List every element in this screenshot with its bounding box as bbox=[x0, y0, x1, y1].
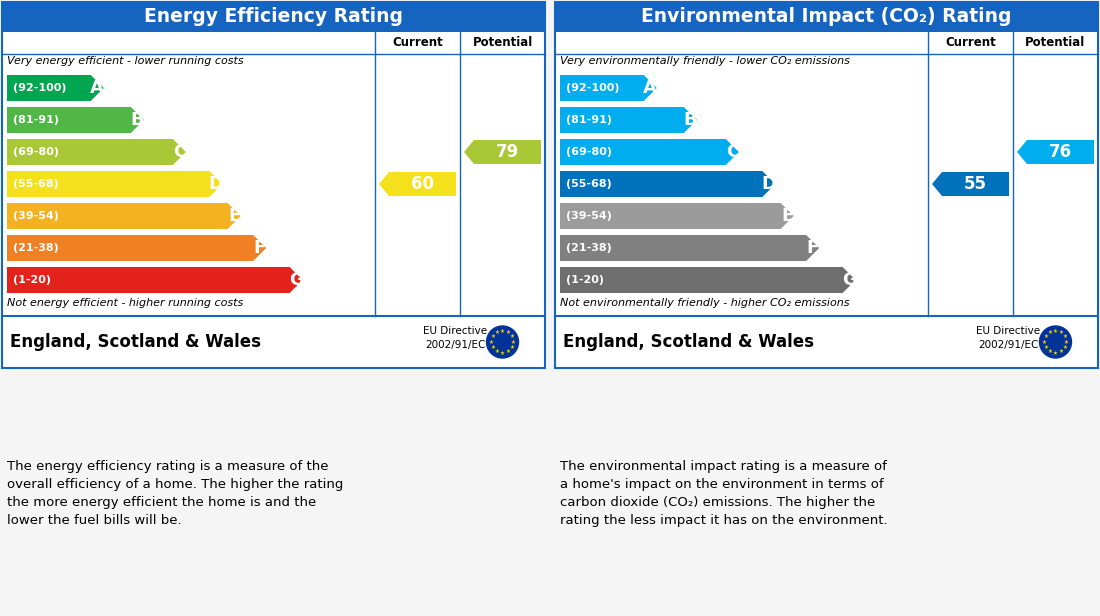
Text: 79: 79 bbox=[496, 143, 519, 161]
Bar bbox=[2, 2, 544, 368]
Polygon shape bbox=[379, 172, 456, 196]
Text: ★: ★ bbox=[509, 345, 515, 350]
Text: ★: ★ bbox=[509, 334, 515, 339]
Text: Energy Efficiency Rating: Energy Efficiency Rating bbox=[144, 7, 403, 26]
Text: Potential: Potential bbox=[472, 36, 532, 49]
Circle shape bbox=[486, 326, 518, 358]
Text: ★: ★ bbox=[1063, 334, 1067, 339]
Text: G: G bbox=[842, 271, 857, 289]
Text: ★: ★ bbox=[1053, 328, 1058, 333]
Text: Environmental Impact (CO₂) Rating: Environmental Impact (CO₂) Rating bbox=[641, 7, 1012, 26]
Polygon shape bbox=[7, 267, 303, 293]
Text: Potential: Potential bbox=[1025, 36, 1086, 49]
Text: ★: ★ bbox=[1047, 330, 1053, 335]
Text: (1-20): (1-20) bbox=[566, 275, 604, 285]
Text: ★: ★ bbox=[506, 330, 510, 335]
Text: ★: ★ bbox=[1063, 345, 1067, 350]
Text: (55-68): (55-68) bbox=[13, 179, 58, 189]
Text: F: F bbox=[253, 239, 266, 257]
Text: D: D bbox=[208, 175, 223, 193]
Text: ★: ★ bbox=[1058, 330, 1064, 335]
Text: (21-38): (21-38) bbox=[566, 243, 612, 253]
Text: 76: 76 bbox=[1049, 143, 1072, 161]
Text: ★: ★ bbox=[500, 351, 505, 355]
Text: D: D bbox=[761, 175, 777, 193]
Text: B: B bbox=[131, 111, 144, 129]
Text: (39-54): (39-54) bbox=[13, 211, 59, 221]
Text: The environmental impact rating is a measure of
a home's impact on the environme: The environmental impact rating is a mea… bbox=[560, 460, 888, 527]
Text: (69-80): (69-80) bbox=[13, 147, 59, 157]
Polygon shape bbox=[1018, 140, 1094, 164]
Text: ★: ★ bbox=[506, 349, 510, 354]
Text: ★: ★ bbox=[1044, 345, 1048, 350]
Circle shape bbox=[1040, 326, 1071, 358]
Text: (21-38): (21-38) bbox=[13, 243, 58, 253]
Text: ★: ★ bbox=[495, 349, 499, 354]
Text: E: E bbox=[781, 207, 793, 225]
Bar bbox=[556, 2, 1098, 368]
Text: (92-100): (92-100) bbox=[13, 83, 66, 93]
Text: Very environmentally friendly - lower CO₂ emissions: Very environmentally friendly - lower CO… bbox=[560, 56, 850, 66]
Text: ★: ★ bbox=[1064, 339, 1069, 344]
Text: (1-20): (1-20) bbox=[13, 275, 51, 285]
Text: E: E bbox=[228, 207, 240, 225]
Text: (81-91): (81-91) bbox=[13, 115, 59, 125]
Text: ★: ★ bbox=[495, 330, 499, 335]
Text: A: A bbox=[644, 79, 657, 97]
Polygon shape bbox=[560, 235, 820, 261]
Text: Not energy efficient - higher running costs: Not energy efficient - higher running co… bbox=[7, 298, 243, 308]
Text: (55-68): (55-68) bbox=[566, 179, 612, 189]
Text: (39-54): (39-54) bbox=[566, 211, 612, 221]
Polygon shape bbox=[7, 75, 103, 101]
Text: C: C bbox=[173, 143, 186, 161]
Text: A: A bbox=[90, 79, 104, 97]
Text: ★: ★ bbox=[490, 339, 494, 344]
Text: Current: Current bbox=[392, 36, 443, 49]
Polygon shape bbox=[560, 75, 657, 101]
Text: The energy efficiency rating is a measure of the
overall efficiency of a home. T: The energy efficiency rating is a measur… bbox=[7, 460, 343, 527]
Text: Very energy efficient - lower running costs: Very energy efficient - lower running co… bbox=[7, 56, 243, 66]
Text: Not environmentally friendly - higher CO₂ emissions: Not environmentally friendly - higher CO… bbox=[560, 298, 849, 308]
Bar bbox=[556, 2, 1098, 32]
Text: EU Directive
2002/91/EC: EU Directive 2002/91/EC bbox=[976, 326, 1041, 350]
Text: 60: 60 bbox=[411, 175, 434, 193]
Text: (92-100): (92-100) bbox=[566, 83, 619, 93]
Text: G: G bbox=[288, 271, 304, 289]
Text: ★: ★ bbox=[1058, 349, 1064, 354]
Text: Current: Current bbox=[945, 36, 996, 49]
Text: (81-91): (81-91) bbox=[566, 115, 612, 125]
Text: (69-80): (69-80) bbox=[566, 147, 612, 157]
Text: ★: ★ bbox=[1042, 339, 1047, 344]
Bar bbox=[2, 2, 544, 32]
Text: ★: ★ bbox=[491, 345, 495, 350]
Text: ★: ★ bbox=[512, 339, 516, 344]
Text: ★: ★ bbox=[1047, 349, 1053, 354]
Text: ★: ★ bbox=[500, 328, 505, 333]
Polygon shape bbox=[7, 235, 266, 261]
Text: ★: ★ bbox=[491, 334, 495, 339]
Text: B: B bbox=[683, 111, 697, 129]
Polygon shape bbox=[464, 140, 541, 164]
Polygon shape bbox=[7, 107, 144, 133]
Text: F: F bbox=[806, 239, 818, 257]
Text: EU Directive
2002/91/EC: EU Directive 2002/91/EC bbox=[422, 326, 487, 350]
Text: C: C bbox=[726, 143, 739, 161]
Polygon shape bbox=[7, 171, 222, 197]
Polygon shape bbox=[560, 139, 739, 165]
Text: ★: ★ bbox=[1044, 334, 1048, 339]
Polygon shape bbox=[7, 139, 186, 165]
Polygon shape bbox=[560, 267, 856, 293]
Text: 55: 55 bbox=[964, 175, 987, 193]
Polygon shape bbox=[7, 203, 241, 229]
Polygon shape bbox=[560, 171, 775, 197]
Polygon shape bbox=[560, 203, 793, 229]
Text: England, Scotland & Wales: England, Scotland & Wales bbox=[563, 333, 814, 351]
Polygon shape bbox=[932, 172, 1009, 196]
Text: England, Scotland & Wales: England, Scotland & Wales bbox=[10, 333, 261, 351]
Polygon shape bbox=[560, 107, 697, 133]
Text: ★: ★ bbox=[1053, 351, 1058, 355]
